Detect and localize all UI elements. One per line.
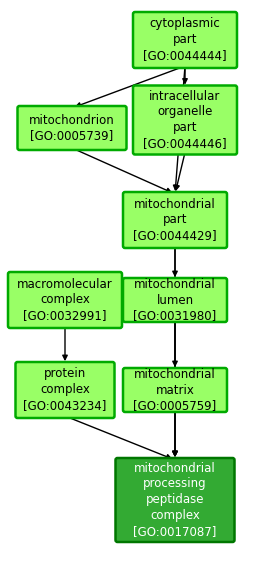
FancyBboxPatch shape: [18, 106, 127, 150]
Text: intracellular
organelle
part
[GO:0044446]: intracellular organelle part [GO:0044446…: [143, 90, 227, 151]
Text: cytoplasmic
part
[GO:0044444]: cytoplasmic part [GO:0044444]: [143, 17, 227, 63]
Text: protein
complex
[GO:0043234]: protein complex [GO:0043234]: [23, 367, 107, 412]
Text: macromolecular
complex
[GO:0032991]: macromolecular complex [GO:0032991]: [17, 278, 113, 323]
Text: mitochondrion
[GO:0005739]: mitochondrion [GO:0005739]: [29, 113, 115, 143]
Text: mitochondrial
processing
peptidase
complex
[GO:0017087]: mitochondrial processing peptidase compl…: [133, 462, 217, 539]
FancyBboxPatch shape: [8, 272, 122, 328]
Text: mitochondrial
lumen
[GO:0031980]: mitochondrial lumen [GO:0031980]: [133, 278, 217, 323]
Text: mitochondrial
part
[GO:0044429]: mitochondrial part [GO:0044429]: [133, 197, 217, 243]
FancyBboxPatch shape: [15, 362, 115, 418]
FancyBboxPatch shape: [123, 368, 227, 412]
FancyBboxPatch shape: [123, 192, 227, 248]
FancyBboxPatch shape: [115, 458, 234, 542]
FancyBboxPatch shape: [123, 278, 227, 322]
FancyBboxPatch shape: [133, 86, 237, 155]
Text: mitochondrial
matrix
[GO:0005759]: mitochondrial matrix [GO:0005759]: [133, 367, 217, 412]
FancyBboxPatch shape: [133, 12, 237, 68]
